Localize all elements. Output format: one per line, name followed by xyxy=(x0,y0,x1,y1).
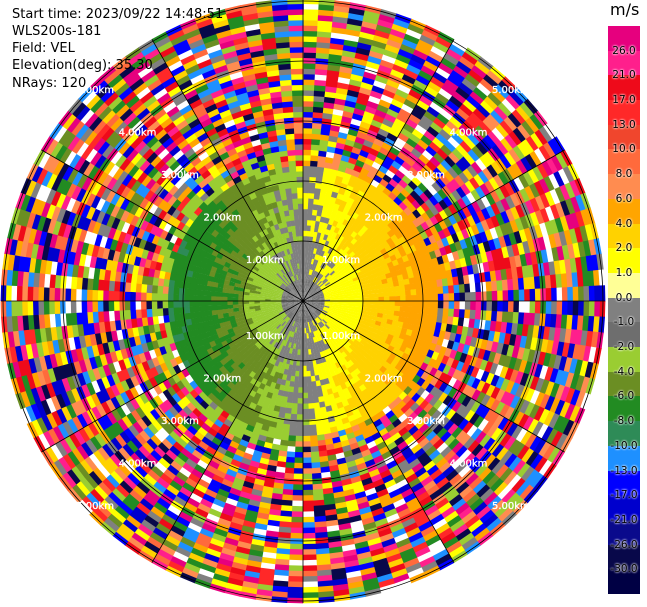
colorbar-segment xyxy=(608,248,640,274)
range-ring-label: 3.00km xyxy=(407,416,445,427)
colorbar-segment xyxy=(608,198,640,225)
colorbar-segment xyxy=(608,519,640,546)
nrays-text: NRays: 120 xyxy=(12,76,87,91)
range-ring-label: 4.00km xyxy=(119,459,157,470)
range-ring-label: 2.00km xyxy=(365,212,403,223)
colorbar-tick-label: 17.0 xyxy=(612,94,636,107)
colorbar-tick-label: 8.0 xyxy=(615,168,633,181)
colorbar-segment xyxy=(608,445,640,471)
range-ring-label: 5.00km xyxy=(492,85,530,96)
colorbar-tick-label: 4.0 xyxy=(615,217,633,230)
start-time-text: Start time: 2023/09/22 14:48:51 xyxy=(12,7,224,22)
azimuth-spoke xyxy=(302,39,455,302)
elevation-text: Elevation(deg): 35.30 xyxy=(12,58,153,73)
range-ring-label: 3.00km xyxy=(161,416,199,427)
colorbar-tick-label: 26.0 xyxy=(612,44,636,57)
field-text: Field: VEL xyxy=(12,41,75,56)
colorbar-segment xyxy=(608,371,640,397)
colorbar-tick-label: -6.0 xyxy=(613,390,635,403)
azimuth-spoke xyxy=(302,149,565,302)
colorbar-tick-label: 6.0 xyxy=(615,192,633,205)
range-ring-label: 1.00km xyxy=(322,255,360,266)
colorbar-segment xyxy=(608,421,640,447)
colorbar-tick-label: -30.0 xyxy=(610,563,638,576)
range-ring-label: 5.00km xyxy=(76,85,114,96)
azimuth-spoke xyxy=(151,39,304,302)
colorbar-segment xyxy=(608,124,640,150)
colorbar-segment xyxy=(608,470,640,496)
colorbar-segment xyxy=(608,100,640,126)
colorbar-unit: m/s xyxy=(610,0,640,19)
colorbar-tick-label: 0.0 xyxy=(615,291,633,304)
azimuth-spoke xyxy=(302,300,565,453)
colorbar-segment xyxy=(608,223,640,249)
range-ring-label: 2.00km xyxy=(365,374,403,385)
range-ring-label: 3.00km xyxy=(407,170,445,181)
instrument-text: WLS200s-181 xyxy=(12,24,102,39)
colorbar-tick-label: -1.0 xyxy=(613,316,635,329)
range-ring-label: 4.00km xyxy=(119,128,157,139)
colorbar-segment xyxy=(608,272,640,299)
range-ring-label: 2.00km xyxy=(203,212,241,223)
colorbar-tick-label: -17.0 xyxy=(610,489,638,502)
range-ring-label: 1.00km xyxy=(246,255,284,266)
range-ring-label: 3.00km xyxy=(161,170,199,181)
colorbar-tick-label: -8.0 xyxy=(613,415,635,428)
range-ring-label: 4.00km xyxy=(450,128,488,139)
colorbar-segment xyxy=(608,297,640,323)
velocity-field xyxy=(0,0,606,604)
azimuth-spoke xyxy=(151,300,304,563)
colorbar-tick-label: -26.0 xyxy=(610,538,638,551)
range-ring-label: 2.00km xyxy=(203,374,241,385)
colorbar-tick-label: -10.0 xyxy=(610,439,638,452)
range-ring-label: 1.00km xyxy=(246,331,284,342)
colorbar-segment xyxy=(608,569,640,595)
colorbar: 26.0 21.0 17.0 13.0 10.0 8.0 6.0 4.0 2.0 1.0 0.0 -1… xyxy=(608,26,640,595)
range-ring-label: 5.00km xyxy=(492,501,530,512)
colorbar-segment xyxy=(608,149,640,175)
colorbar-tick-label: 1.0 xyxy=(615,266,633,279)
colorbar-tick-label: -4.0 xyxy=(613,365,635,378)
colorbar-tick-label: 2.0 xyxy=(615,242,633,255)
azimuth-spoke xyxy=(41,149,304,302)
colorbar-tick-label: 10.0 xyxy=(612,143,636,156)
colorbar-tick-label: 21.0 xyxy=(612,69,636,82)
range-ring-label: 5.00km xyxy=(76,501,114,512)
colorbar-segment xyxy=(608,544,640,570)
colorbar-segment xyxy=(608,26,640,52)
range-ring-label: 1.00km xyxy=(322,331,360,342)
colorbar-segment xyxy=(608,396,640,422)
scan-info: Start time: 2023/09/22 14:48:51 WLS200s-… xyxy=(12,6,223,92)
colorbar-tick-label: -13.0 xyxy=(610,464,638,477)
colorbar-segment xyxy=(608,75,640,101)
colorbar-segment xyxy=(608,347,640,373)
colorbar-segment xyxy=(608,174,640,200)
azimuth-spoke xyxy=(41,300,304,453)
azimuth-spoke xyxy=(302,300,455,563)
range-ring-label: 4.00km xyxy=(450,459,488,470)
colorbar-tick-label: -2.0 xyxy=(613,341,635,354)
colorbar-tick-label: -21.0 xyxy=(610,513,638,526)
colorbar-segment xyxy=(608,322,640,348)
colorbar-tick-label: 13.0 xyxy=(612,118,636,131)
colorbar-segment xyxy=(608,50,640,76)
colorbar-segment xyxy=(608,495,640,521)
